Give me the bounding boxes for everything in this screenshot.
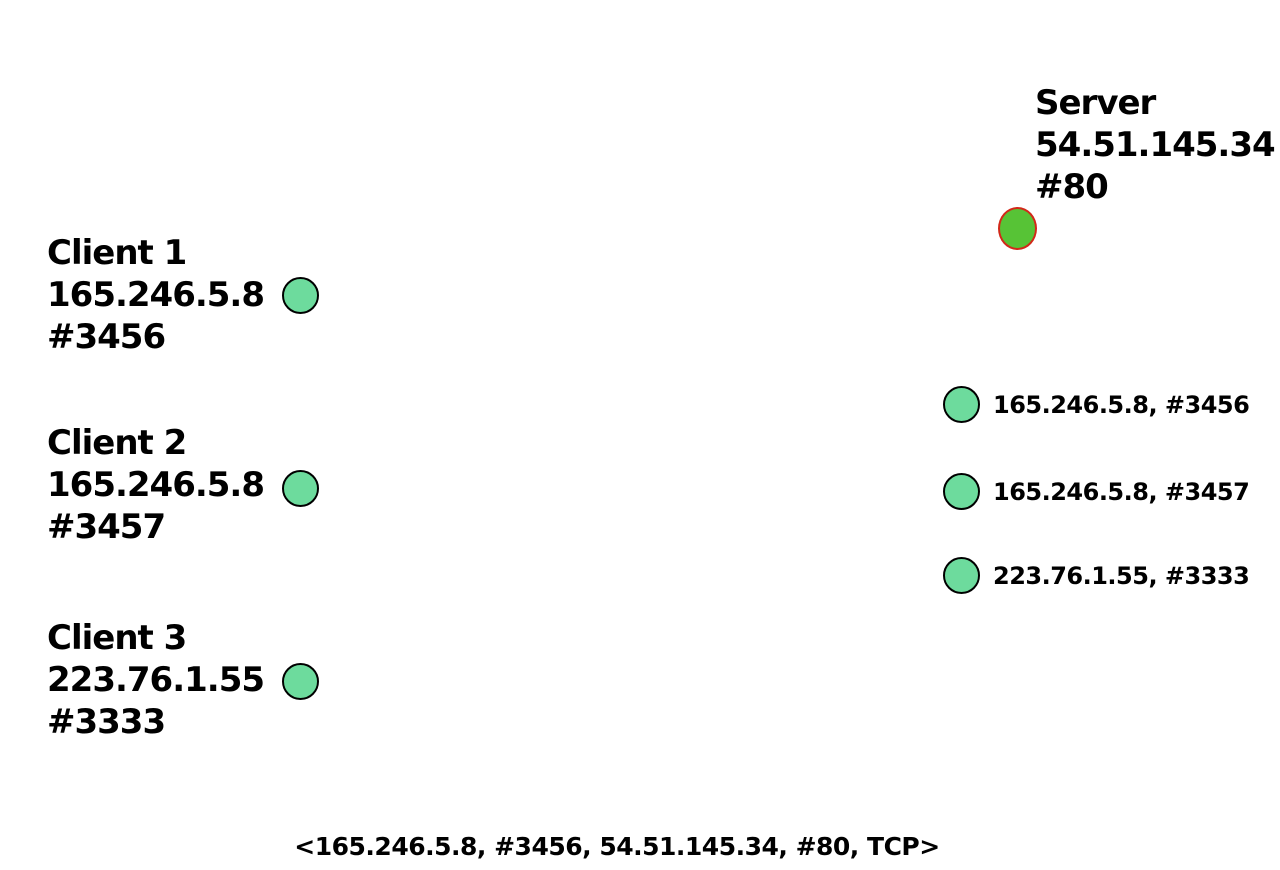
server-connection-socket-row: 223.76.1.55, #3333	[943, 557, 1250, 594]
connection-socket-label: 165.246.5.8, #3456	[993, 390, 1250, 419]
server-socket-icon	[998, 207, 1037, 250]
connection-socket-icon	[943, 557, 980, 594]
server-connection-socket-row: 165.246.5.8, #3457	[943, 473, 1250, 510]
client-name: Client 1	[47, 233, 187, 273]
client-3-socket-icon	[282, 663, 319, 700]
client-ip: 165.246.5.8	[47, 465, 265, 505]
client-name: Client 2	[47, 423, 187, 463]
client-ip: 165.246.5.8	[47, 275, 265, 315]
connection-socket-label: 223.76.1.55, #3333	[993, 561, 1250, 590]
client-1-label: Client 1 165.246.5.8 #3456	[47, 232, 265, 358]
client-2-label: Client 2 165.246.5.8 #3457	[47, 422, 265, 548]
client-3-label: Client 3 223.76.1.55 #3333	[47, 617, 265, 743]
client-2-socket-icon	[282, 470, 319, 507]
connection-socket-icon	[943, 473, 980, 510]
client-port: #3456	[47, 317, 166, 357]
server-ip: 54.51.145.34	[1035, 125, 1276, 165]
client-port: #3457	[47, 507, 166, 547]
server-connection-socket-row: 165.246.5.8, #3456	[943, 386, 1250, 423]
server-label: Server 54.51.145.34 #80	[1035, 82, 1276, 208]
connection-socket-label: 165.246.5.8, #3457	[993, 477, 1250, 506]
connection-socket-icon	[943, 386, 980, 423]
client-ip: 223.76.1.55	[47, 660, 265, 700]
connection-tuple-caption: <165.246.5.8, #3456, 54.51.145.34, #80, …	[294, 832, 940, 861]
server-name: Server	[1035, 83, 1156, 123]
client-name: Client 3	[47, 618, 187, 658]
client-port: #3333	[47, 702, 166, 742]
server-port: #80	[1035, 167, 1109, 207]
client-1-socket-icon	[282, 277, 319, 314]
